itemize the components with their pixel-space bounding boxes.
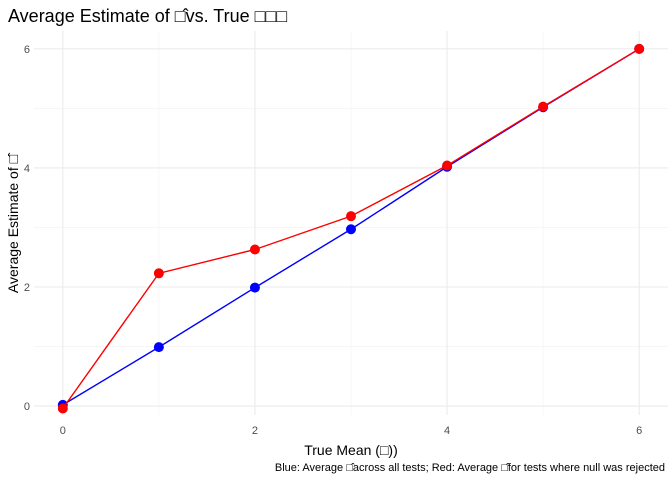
series-1-point [538,101,549,112]
series-1-point [249,244,260,255]
series-layer [57,43,645,414]
y-axis-ticks: 0 2 4 6 [24,44,30,413]
x-tick-label: 4 [444,425,450,437]
x-axis-title: True Mean (□)) [304,442,398,458]
y-tick-label: 0 [24,401,30,413]
x-tick-label: 2 [252,425,258,437]
series-0-point [249,282,260,293]
series-1-point [153,268,164,279]
x-axis-ticks: 0 2 4 6 [60,425,642,437]
y-tick-label: 2 [24,282,30,294]
chart-caption: Blue: Average □̂across all tests; Red: A… [275,462,665,474]
series-0-point [346,224,356,235]
series-1-point [57,403,68,414]
series-1-point [634,43,645,54]
y-tick-label: 6 [24,44,30,56]
chart-title: Average Estimate of □̂vs. True □□□ [8,6,287,26]
plot-panel [34,31,668,415]
y-tick-label: 4 [24,163,30,175]
series-1-point [346,211,356,222]
series-1-point [442,160,453,171]
x-tick-label: 6 [636,425,642,437]
y-axis-title: Average Estimate of □̂ [5,152,21,293]
series-0-point [153,342,164,353]
x-tick-label: 0 [60,425,66,437]
